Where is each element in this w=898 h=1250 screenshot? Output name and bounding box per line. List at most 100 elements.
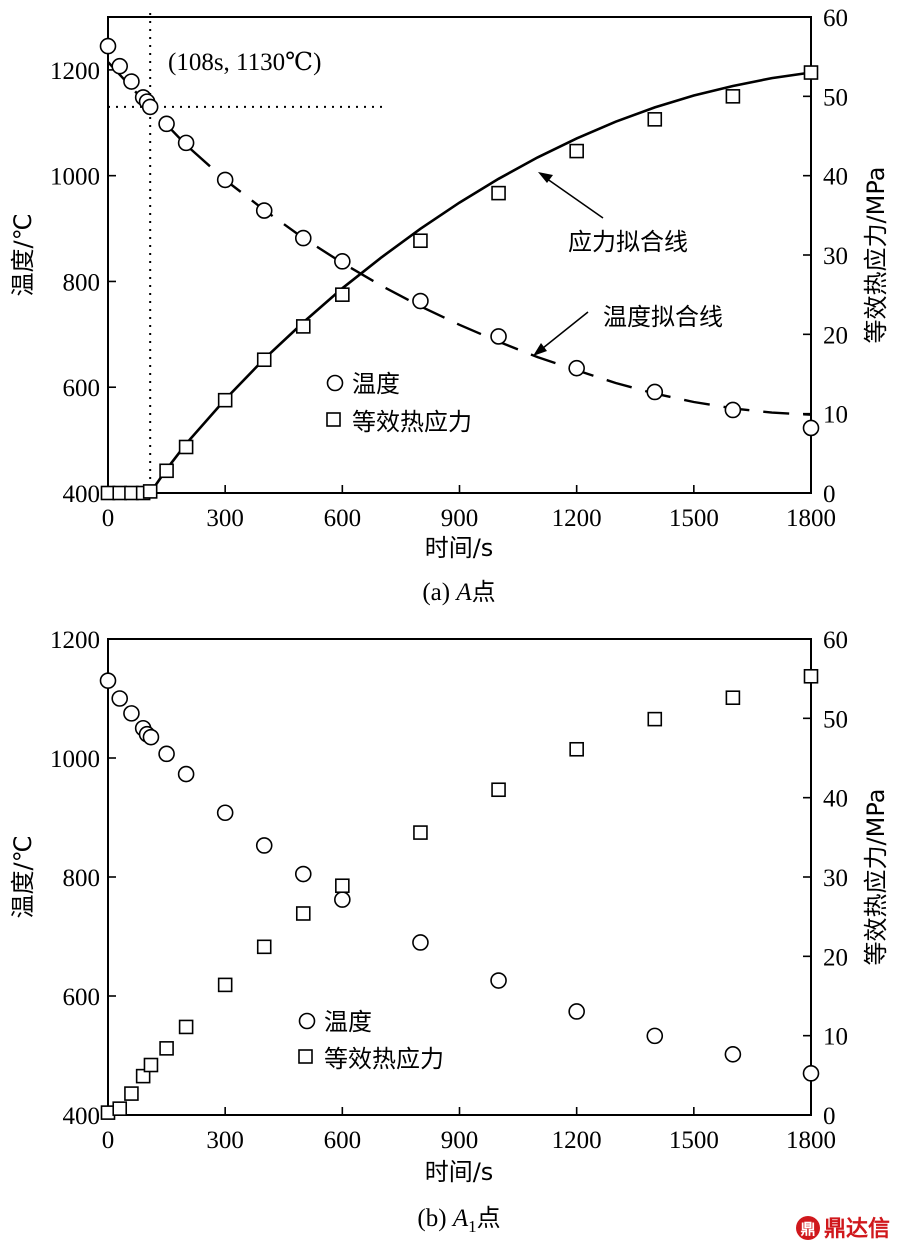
- legend: 温度 等效热应力: [298, 1008, 444, 1073]
- stress-point: [491, 782, 506, 798]
- data-markers: [99, 37, 820, 501]
- temperature-point: [141, 98, 159, 116]
- y-axis-label-right: 等效热应力/MPa: [862, 167, 890, 344]
- stress-point: [335, 287, 350, 302]
- y-left-tick-label: 1200: [50, 58, 100, 85]
- stress-point: [256, 352, 272, 368]
- y-left-tick-label: 600: [63, 984, 101, 1011]
- y-left-tick-label: 600: [63, 375, 101, 402]
- temperature-point: [111, 690, 129, 707]
- watermark-logo: 鼎 鼎达信: [796, 1216, 890, 1242]
- temperature-point: [412, 292, 429, 310]
- stress-point: [112, 1101, 128, 1116]
- caption-suffix: 点: [472, 578, 496, 606]
- crosshair-label: (108s, 1130℃): [168, 49, 321, 76]
- temperature-point: [123, 705, 140, 722]
- stress-point: [295, 319, 311, 334]
- legend-marker-square: [326, 412, 341, 427]
- temperature-point: [99, 37, 117, 55]
- temperature-point: [111, 57, 129, 75]
- watermark-text: 鼎达信: [824, 1216, 890, 1242]
- stress-fit-arrow: [542, 175, 604, 219]
- y-left-tick-label: 800: [63, 269, 101, 296]
- y-right-tick-label: 40: [823, 786, 848, 813]
- temperature-point: [216, 171, 234, 189]
- x-tick-label: 600: [324, 1127, 362, 1154]
- stress-point: [413, 233, 428, 249]
- temperature-point: [294, 229, 312, 247]
- stress-fit-label: 应力拟合线: [568, 228, 688, 256]
- x-tick-label: 0: [102, 1127, 115, 1154]
- temperature-point: [99, 672, 117, 689]
- y-right-tick-label: 50: [823, 84, 848, 111]
- stress-point: [647, 711, 663, 727]
- temperature-point: [334, 253, 351, 270]
- x-tick-label: 900: [441, 1127, 479, 1154]
- x-tick-label: 1200: [552, 505, 602, 532]
- y-right-tick-label: 0: [823, 1103, 836, 1130]
- y-right-tick-label: 20: [823, 322, 848, 349]
- temperature-point: [158, 115, 175, 133]
- temp-fit-arrow: [537, 311, 589, 353]
- temperature-point: [802, 419, 820, 437]
- watermark-logo-icon: [796, 1216, 820, 1240]
- temperature-point: [142, 728, 160, 746]
- legend-label: 等效热应力: [352, 408, 472, 436]
- y-right-tick-label: 50: [823, 706, 848, 733]
- x-tick-label: 1800: [786, 1127, 836, 1154]
- stress-point: [178, 1019, 194, 1035]
- stress-point: [725, 690, 741, 706]
- temperature-point: [216, 804, 234, 822]
- temperature-point: [334, 891, 351, 908]
- x-tick-label: 1200: [552, 1127, 602, 1154]
- temperature-point: [646, 1027, 664, 1045]
- y-axis-label-left: 温度/℃: [9, 835, 37, 918]
- temperature-point: [123, 73, 140, 90]
- stress-point: [256, 939, 272, 955]
- legend-marker-circle: [326, 374, 344, 392]
- temperature-point: [255, 837, 273, 854]
- temperature-point: [568, 1003, 585, 1020]
- temperature-point: [646, 383, 664, 401]
- legend-label: 等效热应力: [324, 1045, 444, 1073]
- stress-point: [569, 143, 584, 159]
- y-left-tick-label: 1000: [50, 164, 100, 191]
- temperature-point: [802, 1065, 820, 1082]
- panel-caption: (a) A点: [422, 578, 495, 606]
- legend-marker-circle: [298, 1012, 316, 1030]
- x-tick-label: 300: [206, 1127, 244, 1154]
- legend-label: 温度: [324, 1008, 372, 1036]
- y-left-tick-label: 800: [63, 865, 101, 892]
- x-tick-label: 1500: [669, 1127, 719, 1154]
- stress-point: [135, 1068, 151, 1084]
- stress-point: [803, 668, 819, 684]
- x-tick-label: 1500: [669, 505, 719, 532]
- stress-point: [217, 392, 233, 408]
- y-right-tick-label: 40: [823, 164, 848, 191]
- legend: 温度 等效热应力: [326, 370, 472, 436]
- temperature-fit-line: [107, 61, 812, 416]
- y-axis-label-right: 等效热应力/MPa: [862, 789, 890, 966]
- stress-point: [178, 439, 194, 455]
- panel-b: 0 300 600 900 1200 1500 1800 400 600 800 1000 1200 0…: [9, 627, 890, 1236]
- x-tick-label: 900: [441, 505, 479, 532]
- stress-point: [335, 878, 350, 894]
- x-axis-label: 时间/s: [425, 534, 494, 562]
- caption-prefix: (a): [422, 579, 456, 606]
- x-tick-label: 0: [102, 505, 115, 532]
- annotations: (108s, 1130℃) 应力拟合线 温度拟合线: [168, 49, 723, 356]
- temperature-point: [490, 972, 507, 989]
- legend-label: 温度: [352, 370, 400, 398]
- y-right-tick-label: 60: [823, 627, 848, 654]
- y-right-tick-label: 30: [823, 865, 848, 892]
- temperature-point: [724, 401, 742, 419]
- y-left-tick-label: 400: [63, 481, 101, 508]
- temperature-point: [158, 745, 175, 763]
- stress-fit-line: [149, 71, 812, 494]
- temperature-point: [294, 865, 312, 883]
- data-markers: [99, 668, 820, 1120]
- stress-point: [159, 1041, 174, 1056]
- x-axis-label: 时间/s: [425, 1158, 494, 1186]
- y-right-tick-label: 0: [823, 481, 836, 508]
- y-right-tick-label: 60: [823, 5, 848, 32]
